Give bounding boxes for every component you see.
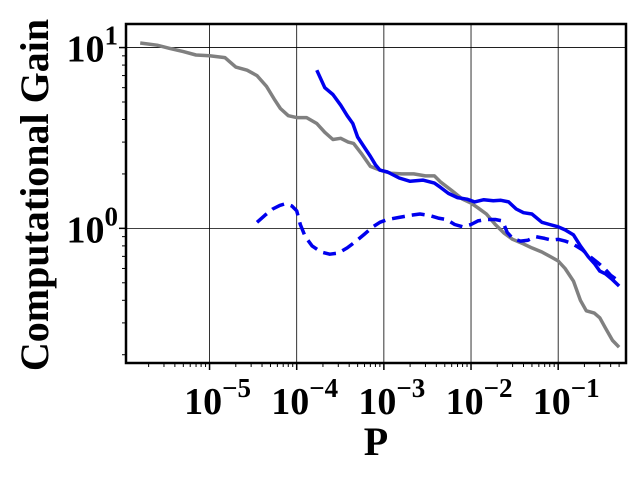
data-series — [139, 41, 621, 349]
y-axis-label: Computational Gain — [12, 19, 57, 371]
y-tick-label: 100 — [67, 201, 119, 251]
x-tick-label: 10−5 — [184, 373, 251, 423]
x-tick-label: 10−4 — [271, 373, 338, 423]
series-line-3 — [255, 201, 621, 284]
axis-ticks: 10−5 10−4 10−3 10−2 10−1 100 101 — [67, 21, 620, 423]
y-tick-label: 101 — [67, 21, 119, 71]
series-line-2 — [315, 69, 621, 288]
x-tick-label: 10−3 — [358, 373, 425, 423]
x-tick-label: 10−1 — [533, 373, 600, 423]
grid-lines — [126, 24, 626, 363]
plot-frame — [124, 22, 628, 365]
x-tick-label: 10−2 — [446, 373, 513, 423]
x-axis-label: P — [364, 419, 388, 464]
series-line-1 — [139, 41, 621, 349]
